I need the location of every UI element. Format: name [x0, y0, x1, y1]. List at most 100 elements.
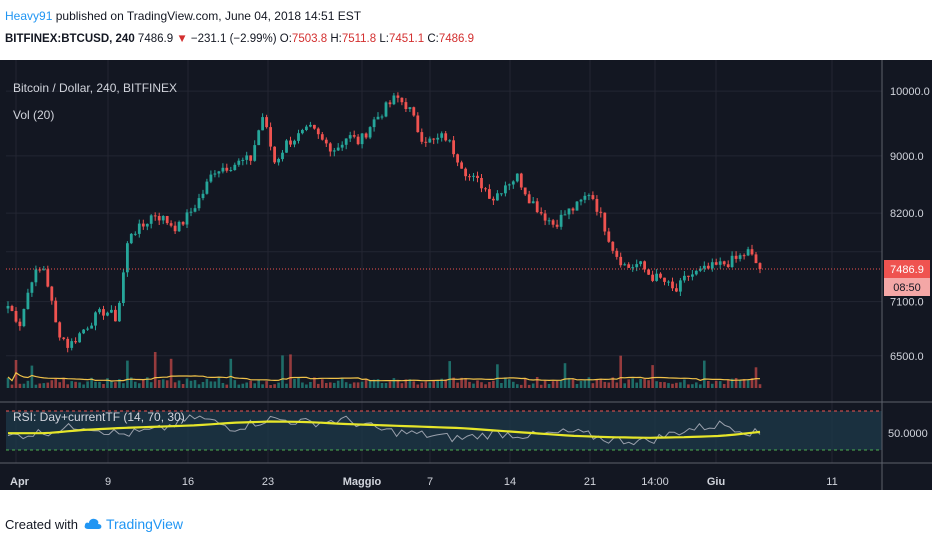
volume-bar	[436, 380, 439, 388]
volume-bar	[309, 382, 312, 388]
volume-bar	[384, 383, 388, 388]
candle-body	[30, 282, 34, 293]
volume-bar	[496, 364, 499, 388]
volume-bar	[400, 383, 404, 388]
candle-body	[432, 138, 436, 140]
candle-body	[145, 223, 149, 227]
candle-body	[535, 201, 539, 213]
candle-body	[245, 155, 249, 160]
symbol-line: BITFINEX:BTCUSD, 240 7486.9 ▼ −231.1 (−2…	[5, 33, 474, 45]
volume-bar	[30, 365, 34, 388]
volume-bar	[193, 380, 197, 388]
volume-bar	[245, 382, 248, 388]
volume-bar	[217, 377, 221, 388]
volume-bar	[742, 379, 746, 388]
candle-body	[165, 216, 169, 224]
volume-bar	[10, 384, 14, 388]
time-tick-label: 14:00	[641, 476, 669, 488]
candle-body	[209, 174, 213, 182]
tradingview-logo[interactable]: TradingView	[84, 516, 183, 532]
candle-body	[460, 162, 463, 169]
candle-body	[6, 306, 10, 309]
volume-bar	[313, 377, 316, 388]
volume-bar	[587, 377, 591, 388]
volume-bar	[627, 379, 630, 388]
volume-bar	[285, 383, 288, 388]
candle-body	[110, 309, 113, 313]
candle-body	[663, 277, 666, 282]
volume-bar	[555, 381, 559, 388]
candle-body	[141, 223, 145, 227]
last-price-box	[884, 260, 930, 278]
candle-body	[364, 133, 368, 138]
time-tick-label: 7	[427, 476, 433, 488]
rsi-tick-label: 50.0000	[888, 428, 928, 440]
volume-bar	[261, 384, 264, 388]
volume-bar	[707, 381, 710, 388]
volume-bar	[348, 383, 352, 388]
volume-bar	[241, 383, 245, 388]
volume-bar	[146, 377, 149, 388]
candle-body	[340, 144, 344, 148]
time-tick-label: Apr	[10, 476, 30, 488]
volume-bar	[126, 360, 129, 388]
volume-bar	[336, 380, 340, 388]
time-tick-label: 21	[584, 476, 596, 488]
candle-body	[702, 265, 706, 269]
time-tick-label: Maggio	[343, 476, 382, 488]
candle-body	[679, 280, 682, 292]
volume-bar	[476, 380, 479, 388]
candle-body	[714, 262, 718, 265]
volume-bar	[726, 379, 730, 388]
candle-body	[412, 107, 416, 116]
time-tick-label: 23	[262, 476, 274, 488]
volume-legend: Vol (20)	[13, 108, 54, 122]
volume-bar	[388, 381, 392, 388]
chart-grid	[6, 60, 882, 463]
candle-body	[488, 189, 491, 199]
candle-body	[635, 264, 639, 268]
volume-bar	[173, 382, 177, 388]
volume-bar	[619, 355, 622, 388]
chart-canvas[interactable]: 10000.0 9000.0 8200.0 7100.0 6500.0 50.0000 A…	[0, 60, 932, 490]
candle-body	[197, 198, 201, 209]
volume-bar	[611, 377, 615, 388]
candle-body	[277, 159, 280, 163]
volume-bar	[567, 377, 571, 388]
candle-body	[253, 145, 257, 161]
candle-body	[336, 147, 340, 151]
volume-bar	[647, 380, 650, 388]
candle-body	[66, 338, 70, 348]
volume-bar	[416, 384, 420, 388]
volume-bar	[161, 379, 165, 388]
volume-bar	[722, 384, 726, 388]
price-labels: 7486.9 08:50	[884, 260, 930, 296]
volume-bar	[169, 358, 173, 388]
candle-body	[201, 193, 205, 199]
volume-bar	[269, 385, 272, 388]
volume-bar	[703, 360, 706, 388]
volume-bar	[738, 379, 742, 388]
candle-body	[639, 261, 642, 265]
candle-body	[221, 167, 225, 172]
candle-body	[591, 195, 595, 199]
author-link[interactable]: Heavy91	[5, 9, 53, 23]
open-value: 7503.8	[291, 33, 328, 45]
volume-bar	[50, 380, 54, 388]
volume-bar	[551, 381, 555, 388]
tradingview-brand[interactable]: TradingView	[105, 516, 184, 532]
time-tick-label: Giu	[707, 476, 725, 488]
volume-bar	[714, 380, 718, 388]
volume-bar	[225, 384, 229, 388]
candle-body	[106, 312, 109, 316]
rsi-band	[6, 411, 882, 450]
volume-bar	[257, 379, 260, 388]
volume-bar	[667, 383, 670, 388]
low-label: L:	[379, 33, 389, 45]
volume-bar	[460, 377, 463, 388]
candle-body	[603, 212, 607, 232]
candle-body	[261, 117, 264, 131]
candle-body	[543, 213, 547, 221]
volume-bar	[66, 384, 69, 388]
volume-bar	[699, 384, 702, 388]
